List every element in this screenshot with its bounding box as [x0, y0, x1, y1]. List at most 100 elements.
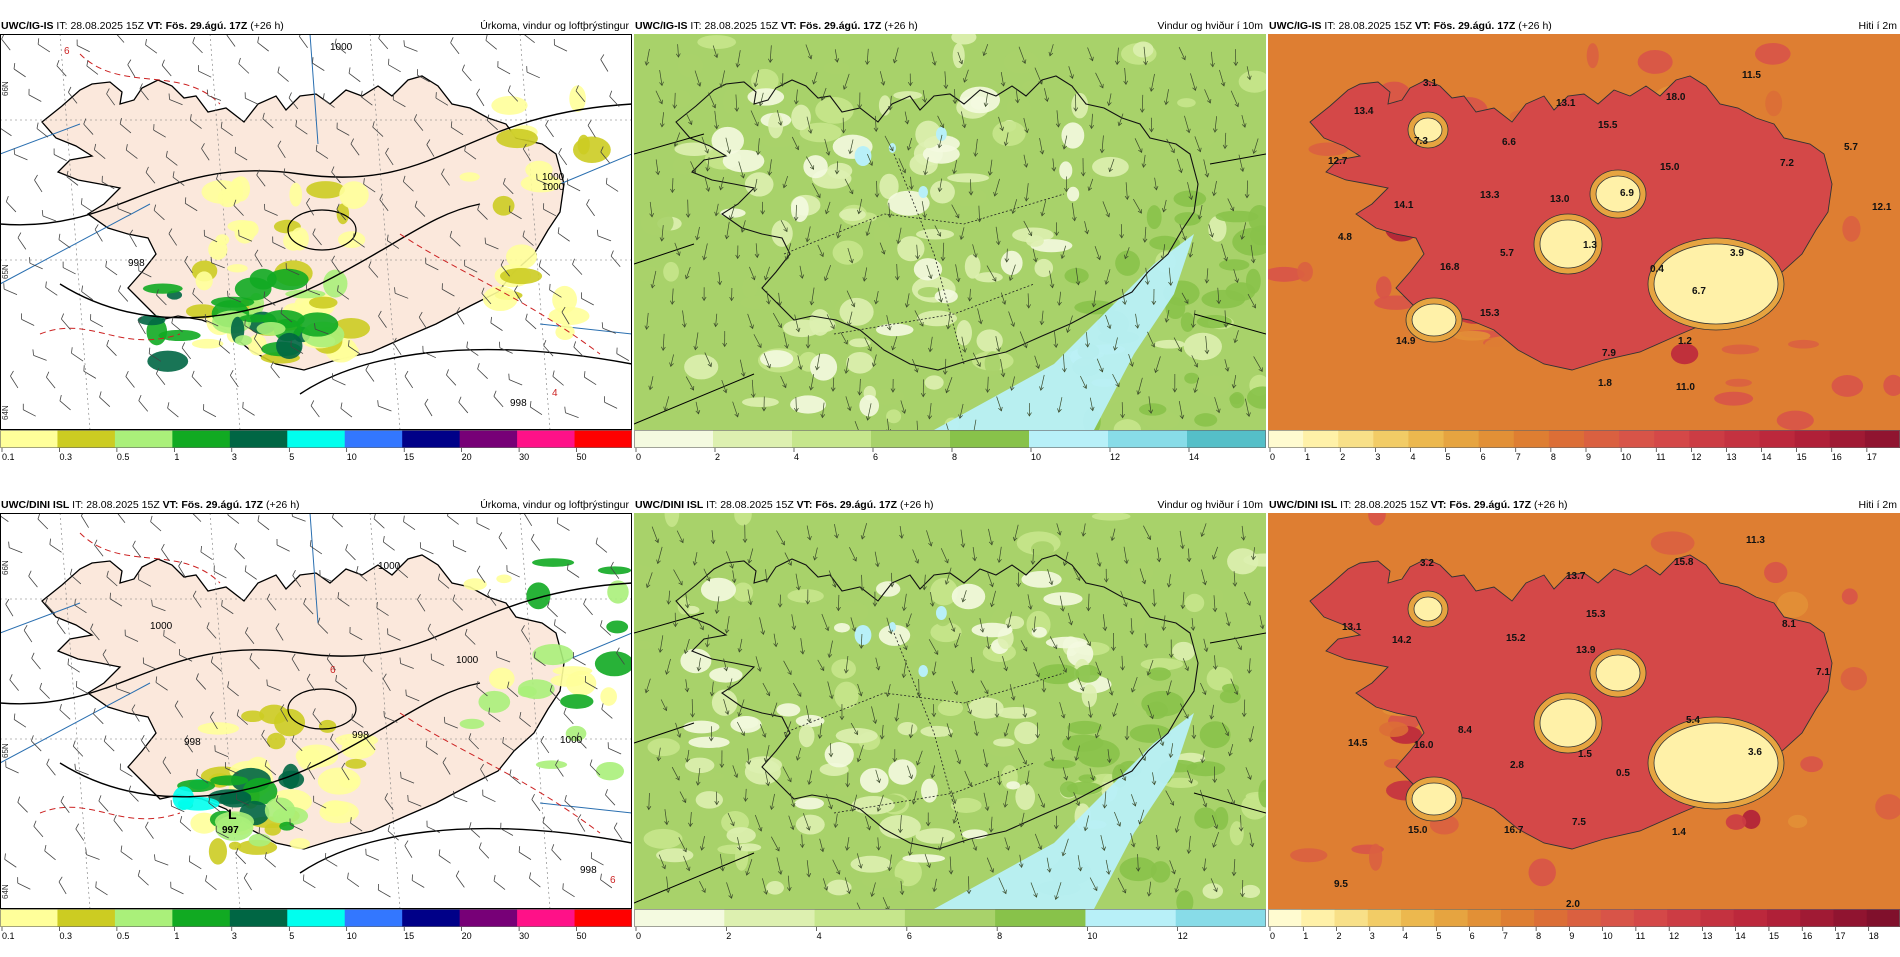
precip-cell — [319, 720, 336, 733]
it-label: IT: — [56, 20, 67, 32]
wind-speed-cell — [826, 330, 869, 338]
colorbar-segment — [230, 430, 288, 448]
colorbar-segment — [517, 430, 575, 448]
low-pressure-letter: L — [228, 806, 237, 822]
wind-speed-cell — [672, 156, 697, 174]
precip-cell — [569, 85, 586, 112]
temperature-value-label: 13.9 — [1576, 645, 1596, 656]
colorbar-tick-label: 6 — [1481, 452, 1486, 462]
it-label: IT: — [1324, 20, 1335, 32]
wind-speed-cell — [935, 289, 958, 303]
colorbar-segment — [1514, 430, 1550, 448]
latitude-label: 64N — [1, 884, 10, 899]
colorbar-segment — [1303, 430, 1339, 448]
temp-cell — [1587, 43, 1599, 68]
temperature-value-label: 1.3 — [1583, 240, 1597, 251]
temperature-value-label: 18.0 — [1666, 92, 1686, 103]
temperature-value-label: 16.8 — [1440, 262, 1460, 273]
wind-speed-cell — [972, 623, 1013, 637]
colorbar-tick-label: 12 — [1691, 452, 1701, 462]
colorbar-segment — [634, 909, 725, 927]
precip-cell — [460, 172, 480, 181]
precip-cell — [267, 733, 285, 749]
temp-cell-mid — [1765, 91, 1782, 117]
colorbar-tick-label: 15 — [404, 452, 414, 462]
wind-speed-cell — [930, 180, 955, 203]
colorbar-segment — [995, 909, 1086, 927]
panel-header: UWC/DINI ISL IT: 28.08.2025 15Z VT: Fös.… — [0, 497, 632, 513]
panel-precip-dini: UWC/DINI ISL IT: 28.08.2025 15Z VT: Fös.… — [0, 497, 632, 957]
temperature-value-label: 13.1 — [1556, 98, 1576, 109]
precip-cell-heavy — [296, 312, 338, 336]
vt-value: Fös. 29.ágú. 17Z — [166, 20, 248, 32]
wind-barb-flag — [245, 320, 246, 326]
wind-speed-cell — [1194, 413, 1217, 426]
precip-cell-heavy — [235, 335, 252, 345]
wind-speed-cell — [953, 43, 965, 68]
wind-speed-cell — [897, 236, 924, 261]
temperature-value-label: 5.7 — [1844, 142, 1858, 153]
wind-speed-cell — [846, 352, 874, 374]
it-value: 28.08.2025 15Z — [720, 499, 794, 511]
wind-map[interactable] — [634, 34, 1266, 430]
colorbar-tick-label: 5 — [289, 452, 294, 462]
panel-precip-igis: UWC/IG-IS IT: 28.08.2025 15Z VT: Fös. 29… — [0, 18, 632, 478]
lake — [855, 625, 872, 645]
glacier — [1412, 783, 1456, 815]
colorbar-tick-label: 50 — [577, 931, 587, 941]
precip-cell — [345, 759, 366, 769]
temperature-value-label: 8.4 — [1458, 725, 1472, 736]
colorbar-segment — [1700, 909, 1734, 927]
wind-speed-cell — [1141, 691, 1184, 717]
temperature-value-label: 13.7 — [1566, 571, 1586, 582]
wind-speed-cell — [760, 350, 793, 367]
colorbar-tick-label: 12 — [1178, 931, 1188, 941]
temp-cell-mid — [1454, 331, 1491, 341]
wind-speed-cell — [742, 276, 758, 299]
wind-speed-cell — [791, 196, 809, 222]
precip-map[interactable]: 10009981000100099864666N65N64N — [0, 34, 632, 430]
colorbar-tick-label: 8 — [1551, 452, 1556, 462]
colorbar-tick-label: 20 — [462, 452, 472, 462]
panel-header: UWC/IG-IS IT: 28.08.2025 15Z VT: Fös. 29… — [1268, 18, 1900, 34]
wind-barb-flag — [550, 284, 551, 290]
temperature-value-label: 7.9 — [1602, 348, 1616, 359]
temperature-value-label: 15.2 — [1506, 633, 1526, 644]
colorbar-tick-label: 3 — [232, 931, 237, 941]
lead-time: (+26 h) — [266, 499, 300, 511]
precip-cell-heavy — [147, 351, 188, 372]
low-pressure-value: 997 — [222, 825, 239, 836]
wind-speed-cell — [975, 272, 1003, 282]
it-label: IT: — [690, 20, 701, 32]
isobar-label: 998 — [352, 730, 369, 741]
colorbar-tick-label: 0.1 — [2, 452, 15, 462]
precip-cell-heavy — [276, 333, 302, 359]
wind-speed-cell — [836, 728, 878, 743]
wind-speed-cell — [860, 768, 889, 793]
wind-speed-cell — [799, 725, 815, 748]
colorbar-segment — [1108, 430, 1188, 448]
vt-label: VT: — [1431, 499, 1447, 511]
colorbar-tick-label: 6 — [1470, 931, 1475, 941]
temperature-value-label: 16.0 — [1414, 740, 1434, 751]
colorbar-segment — [1767, 909, 1801, 927]
colorbar-segment — [1724, 430, 1760, 448]
temperature-value-label: 11.5 — [1742, 70, 1761, 81]
temp-cell-warm — [1726, 814, 1746, 830]
temperature-value-label: 11.0 — [1676, 382, 1695, 393]
precip-cell — [518, 686, 537, 697]
precip-cell — [536, 760, 567, 769]
wind-speed-cell — [1174, 212, 1201, 226]
wind-map[interactable] — [634, 513, 1266, 909]
temp-cell — [1725, 379, 1752, 387]
wind-barb-flag — [243, 402, 244, 408]
panel-title: Úrkoma, vindur og loftþrýstingur — [480, 18, 629, 34]
wind-speed-cell — [851, 856, 892, 873]
temperature-value-label: 6.9 — [1620, 188, 1634, 199]
wind-speed-cell — [1148, 667, 1171, 680]
colorbar-segment — [0, 909, 58, 927]
